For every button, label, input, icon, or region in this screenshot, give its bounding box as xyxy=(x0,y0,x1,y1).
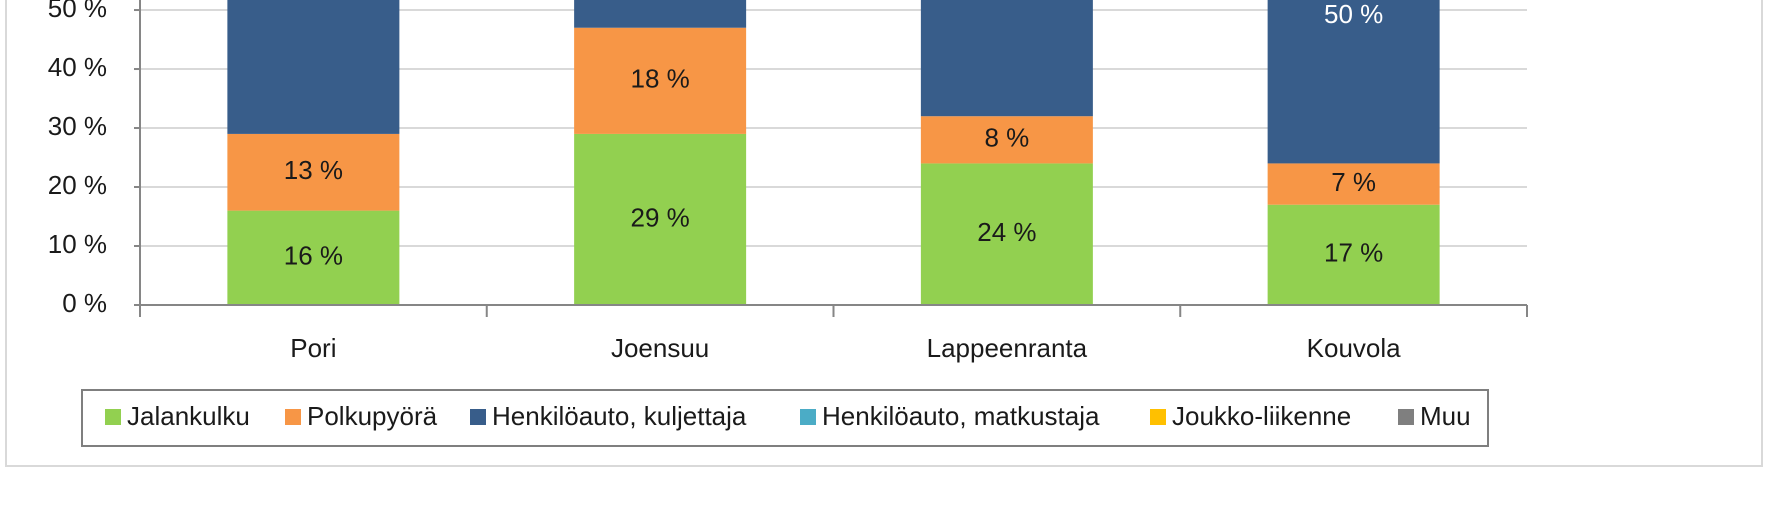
bar-segment xyxy=(1267,204,1440,305)
data-label: 16 % xyxy=(284,241,343,271)
bar-segment xyxy=(920,163,1093,305)
legend-label: Muu xyxy=(1420,401,1471,431)
bar-segment xyxy=(574,27,747,134)
y-tick-label: 0 % xyxy=(62,288,107,318)
bar-segment xyxy=(227,0,400,134)
data-label: 50 % xyxy=(1324,0,1383,29)
data-label: 7 % xyxy=(1331,167,1376,197)
x-tick-label: Lappeenranta xyxy=(927,333,1088,363)
legend-label: Henkilöauto, matkustaja xyxy=(822,401,1100,431)
legend-label: Polkupyörä xyxy=(307,401,438,431)
data-label: 24 % xyxy=(977,217,1036,247)
y-tick-label: 10 % xyxy=(48,229,107,259)
legend-label: Joukko-liikenne xyxy=(1172,401,1351,431)
data-label: 13 % xyxy=(284,155,343,185)
bar-segment xyxy=(1267,0,1440,164)
y-tick-label: 50 % xyxy=(48,0,107,23)
x-tick-label: Joensuu xyxy=(611,333,709,363)
legend-swatch xyxy=(1398,409,1414,425)
legend-label: Jalankulku xyxy=(127,401,250,431)
legend-swatch xyxy=(105,409,121,425)
y-tick-label: 40 % xyxy=(48,52,107,82)
legend-box xyxy=(81,389,1489,447)
legend-swatch xyxy=(800,409,816,425)
data-label: 29 % xyxy=(630,202,689,232)
x-tick-label: Pori xyxy=(290,333,336,363)
legend-swatch xyxy=(470,409,486,425)
y-tick-label: 20 % xyxy=(48,170,107,200)
legend-swatch xyxy=(285,409,301,425)
bar-segment xyxy=(227,210,400,305)
data-label: 8 % xyxy=(984,123,1029,153)
bar-segment xyxy=(920,116,1093,164)
legend-label: Henkilöauto, kuljettaja xyxy=(492,401,747,431)
bar-segment xyxy=(920,0,1093,117)
bar-segment xyxy=(1267,163,1440,205)
bar-segment xyxy=(574,0,747,28)
x-tick-label: Kouvola xyxy=(1307,333,1401,363)
bar-segment xyxy=(227,133,400,211)
bar-segment xyxy=(574,133,747,305)
y-tick-label: 30 % xyxy=(48,111,107,141)
legend-swatch xyxy=(1150,409,1166,425)
data-label: 17 % xyxy=(1324,238,1383,268)
data-label: 18 % xyxy=(630,64,689,94)
